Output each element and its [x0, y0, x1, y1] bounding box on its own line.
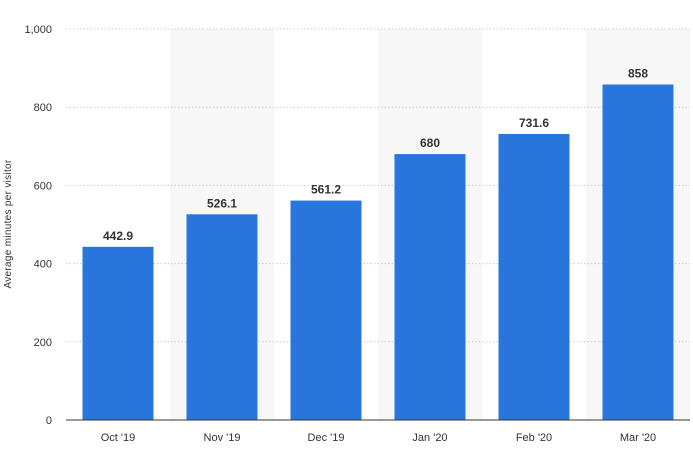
y-tick-label: 0	[46, 415, 52, 427]
bar	[82, 246, 154, 420]
y-tick-label: 800	[34, 102, 52, 114]
bar-value-label: 680	[420, 136, 440, 150]
value-labels: 442.9 526.1 561.2 680 731.6 858	[103, 67, 648, 243]
bar-value-label: 858	[628, 67, 648, 81]
bar-value-label: 561.2	[311, 183, 341, 197]
x-tick-label: Nov '19	[204, 432, 241, 444]
y-axis-title: Average minutes per visitor	[3, 159, 14, 288]
gridlines	[66, 28, 690, 343]
y-tick-label: 200	[34, 337, 52, 349]
bar-value-label: 526.1	[207, 196, 237, 210]
y-tick-label: 400	[34, 259, 52, 271]
x-tick-label: Feb '20	[516, 432, 552, 444]
x-tick-label: Mar '20	[620, 432, 656, 444]
x-axis-ticks: Oct '19 Nov '19 Dec '19 Jan '20 Feb '20 Mar '…	[101, 432, 656, 444]
x-tick-label: Dec '19	[308, 432, 345, 444]
bar	[498, 133, 570, 420]
y-tick-label: 1,000	[24, 24, 52, 36]
bar-value-label: 442.9	[103, 229, 133, 243]
bar	[186, 214, 258, 420]
y-axis-ticks: 0 200 400 600 800 1,000	[24, 24, 52, 427]
bar	[290, 200, 362, 420]
x-tick-label: Jan '20	[412, 432, 447, 444]
bar	[394, 154, 466, 420]
bar	[602, 84, 674, 420]
bar-value-label: 731.6	[519, 116, 549, 130]
x-tick-label: Oct '19	[101, 432, 136, 444]
bars	[82, 84, 674, 420]
y-tick-label: 600	[34, 180, 52, 192]
